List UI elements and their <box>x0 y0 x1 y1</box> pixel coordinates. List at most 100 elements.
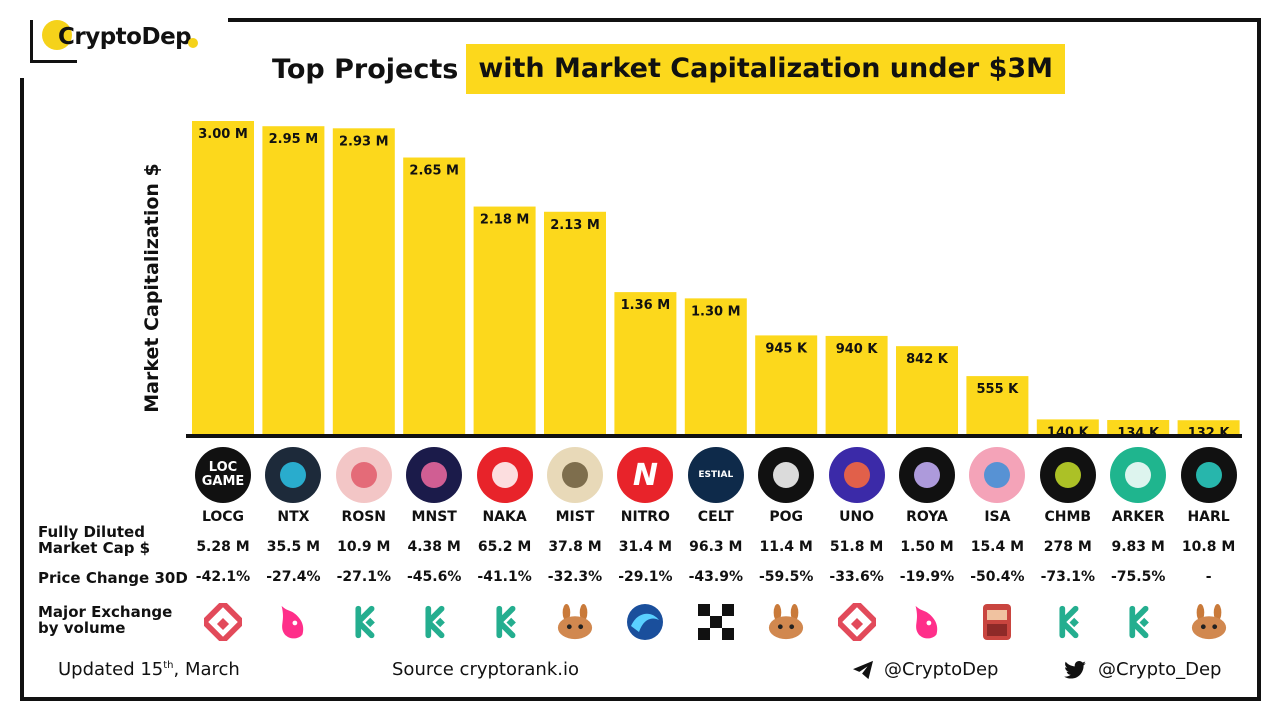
arker-logo-icon <box>1110 447 1167 503</box>
logo-mark <box>280 462 307 488</box>
isa-logo-icon <box>969 447 1026 503</box>
naka-logo-icon <box>476 447 533 503</box>
project-name: CELT <box>697 509 734 525</box>
project-name: POG <box>769 509 804 525</box>
exchange-label-line2: by volume <box>38 619 126 637</box>
locg-logo-icon: LOC GAME <box>195 447 251 503</box>
fdv-value: 4.38 M <box>407 539 461 555</box>
price-change-value: -19.9% <box>899 569 955 585</box>
bar-nitro <box>614 292 677 434</box>
price-change-value: -59.5% <box>758 569 814 585</box>
project-name: HARL <box>1187 509 1230 525</box>
twitter-handle[interactable]: @Crypto_Dep <box>1064 659 1221 680</box>
bar-value-label: 1.36 M <box>621 298 671 313</box>
project-name: ISA <box>984 509 1011 525</box>
chart-frame <box>20 18 1261 701</box>
bar-value-label: 140 K <box>1047 425 1090 440</box>
bar-isa <box>966 376 1029 434</box>
pancakeswap-icon <box>764 600 808 644</box>
mnst-logo-icon <box>406 447 463 503</box>
bar-celt <box>684 298 747 434</box>
bar-mist <box>544 211 606 434</box>
logo-mark <box>1054 462 1081 488</box>
project-name: MNST <box>411 509 457 525</box>
bar-pog <box>755 335 818 434</box>
uniswap-icon <box>905 600 949 644</box>
logo-mark <box>1195 462 1222 488</box>
uniswap-icon <box>271 600 315 644</box>
kucoin-icon <box>1116 600 1160 644</box>
logo-mark <box>984 462 1011 488</box>
mexc-icon <box>975 600 1019 644</box>
quickswap-icon <box>623 600 667 644</box>
exchange-row-label: Major Exchange by volume <box>38 604 172 636</box>
fdv-label-line2: Market Cap $ <box>38 539 151 557</box>
price-row-label: Price Change 30D <box>38 569 188 587</box>
price-change-value: -42.1% <box>195 569 251 585</box>
price-change-value: -41.1% <box>477 569 532 585</box>
okx-icon <box>694 600 738 644</box>
price-change-value: -43.9% <box>688 569 743 585</box>
telegram-text: @CryptoDep <box>884 659 999 680</box>
fdv-value: 35.5 M <box>266 539 321 555</box>
bar-value-label: 842 K <box>906 352 949 367</box>
price-change-value: -29.1% <box>618 569 673 585</box>
bar-naka <box>473 206 536 434</box>
title-part2: with Market Capitalization under $3M <box>466 44 1066 94</box>
project-name: ARKER <box>1111 509 1165 525</box>
logo-mark <box>843 462 870 488</box>
bar-value-label: 1.30 M <box>691 304 741 319</box>
bar-locg <box>192 121 254 434</box>
mist-logo-icon <box>547 447 603 503</box>
updated-note: Updated 15th, March <box>58 659 240 680</box>
fdv-value: 51.8 M <box>829 539 884 555</box>
bar-rosn <box>332 128 395 434</box>
updated-sup: th <box>163 660 174 671</box>
title-part1: Top Projects <box>272 53 459 85</box>
bar-value-label: 2.93 M <box>339 134 389 149</box>
chart-title: Top Projects with Market Capitalization … <box>272 44 1066 94</box>
price-change-value: -50.4% <box>970 569 1025 585</box>
nitro-logo-icon: N <box>617 447 674 503</box>
pancakeswap-icon <box>553 600 597 644</box>
bar-value-label: 940 K <box>836 342 879 357</box>
updated-suffix: , March <box>173 659 240 680</box>
telegram-handle[interactable]: @CryptoDep <box>852 659 998 680</box>
project-name: NITRO <box>620 509 670 525</box>
bar-value-label: 2.95 M <box>269 132 319 147</box>
pancakeswap-icon <box>1187 600 1231 644</box>
telegram-icon <box>853 660 873 679</box>
bar-value-label: 555 K <box>977 382 1020 397</box>
fdv-value: 10.9 M <box>337 539 391 555</box>
fdv-value: 15.4 M <box>970 539 1025 555</box>
logo-dot <box>42 20 72 50</box>
logo-mark <box>1125 462 1152 488</box>
fdv-value: 10.8 M <box>1181 539 1236 555</box>
bar-value-label: 2.13 M <box>550 218 600 233</box>
kucoin-icon <box>483 600 527 644</box>
price-change-value: -32.3% <box>547 569 603 585</box>
bar-arker <box>1107 420 1170 434</box>
bar-mnst <box>403 157 466 434</box>
updated-prefix: Updated 15 <box>58 659 164 680</box>
project-name: NAKA <box>482 509 527 525</box>
price-change-value: -27.1% <box>336 569 391 585</box>
bar-ntx <box>262 126 325 434</box>
logo-mark <box>421 462 448 488</box>
chmb-logo-icon <box>1039 447 1096 503</box>
logo-bracket <box>30 20 77 63</box>
exchange-label-line1: Major Exchange <box>38 603 173 621</box>
bar-chmb <box>1036 419 1099 434</box>
project-name: NTX <box>277 509 310 525</box>
kucoin-icon <box>412 600 456 644</box>
price-change-value: -75.5% <box>1110 569 1166 585</box>
project-name: MIST <box>555 509 595 525</box>
twitter-text: @Crypto_Dep <box>1098 659 1222 680</box>
logo-text: CryptoDep <box>58 24 192 50</box>
celt-logo-icon: ESTIAL <box>687 447 744 503</box>
fdv-value: 31.4 M <box>618 539 673 555</box>
fdv-value: 1.50 M <box>900 539 954 555</box>
bar-roya <box>896 346 958 434</box>
bar-value-label: 3.00 M <box>198 127 248 142</box>
